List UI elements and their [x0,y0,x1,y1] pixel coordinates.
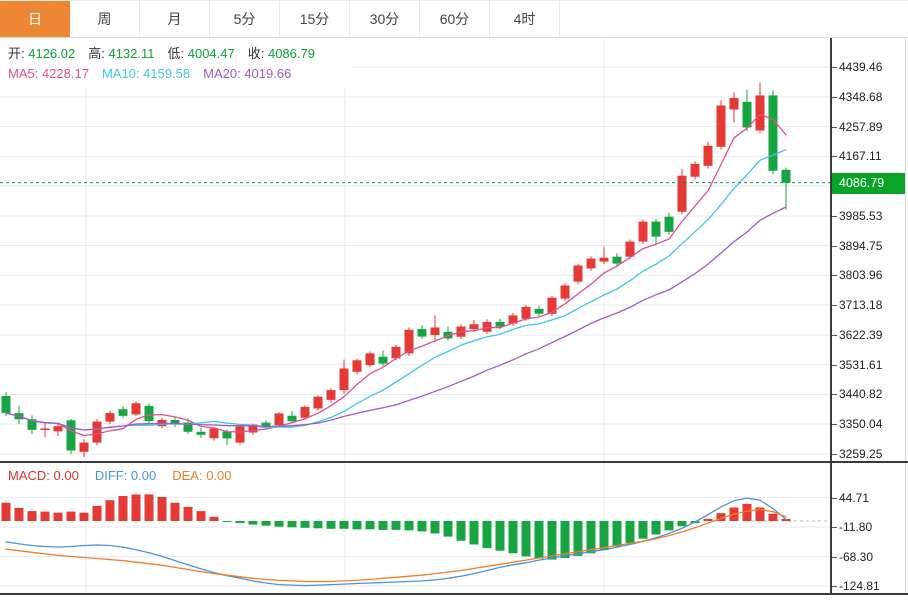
axis-tick-label: 3440.82 [839,387,883,401]
axis-tickmark [832,216,837,217]
legend-item: 高: 4132.11 [88,46,155,61]
axis-tickmark [832,394,837,395]
chart-legend: 开: 4126.02 高: 4132.11 低: 4004.47 收: 4086.79… [0,38,351,88]
axis-tickmark [832,365,837,366]
legend-item: 低: 4004.47 [167,46,235,61]
tab-period-5[interactable]: 30分 [350,1,420,37]
macd-legend-row: MACD: 0.00 DIFF: 0.00 DEA: 0.00 [8,468,232,484]
axis-tickmark [832,127,837,128]
axis-tick-label: -124.81 [839,579,880,593]
axis-tick-label: 3713.18 [839,298,883,312]
axis-tick-label: 3350.04 [839,417,883,431]
axis-tickmark [832,156,837,157]
axis-tick-label: 3259.25 [839,447,883,461]
macd-chart[interactable] [0,462,830,595]
tab-period-0[interactable]: 日 [0,1,70,37]
legend-item: 收: 4086.79 [247,46,315,61]
tab-period-3[interactable]: 5分 [210,1,280,37]
legend-item: 开: 4126.02 [8,46,76,61]
period-toolbar: 日周月 5分 15分 30分 60分 4时 [0,0,908,38]
axis-tick-label: 3531.61 [839,358,883,372]
axis-tick-label: 3894.75 [839,239,883,253]
right-edge-border [905,38,906,594]
axis-tick-label: 3803.96 [839,268,883,282]
axis-tickmark [832,67,837,68]
axis-tickmark [832,527,837,528]
tab-period-1[interactable]: 周 [70,1,140,37]
axis-tick-label: 4439.46 [839,60,883,74]
axis-tick-label: 4257.89 [839,120,883,134]
ma-legend-row: MA5: 4228.17 MA10: 4159.58 MA20: 4019.66 [8,65,315,82]
current-price-badge: 4086.79 [832,173,906,194]
axis-divider-line [830,38,832,595]
legend-item: MA20: 4019.66 [203,66,292,81]
axis-tickmark [832,335,837,336]
price-axis-column: 4086.79 4439.46 4348.68 4257.89 4167.11 3985… [830,38,908,595]
axis-tickmark [832,275,837,276]
legend-item: MACD: 0.00 [8,468,79,483]
ohlc-legend-row: 开: 4126.02 高: 4132.11 低: 4004.47 收: 4086.79 [8,45,315,62]
axis-tick-label: -11.80 [839,520,873,534]
chart-bottom-border [0,593,908,595]
legend-item: DIFF: 0.00 [94,468,157,483]
axis-tick-label: 4348.68 [839,90,883,104]
axis-tickmark [832,557,837,558]
main-price-chart[interactable] [0,38,830,462]
axis-tickmark [832,305,837,306]
axis-tickmark [832,424,837,425]
axis-tick-label: 4167.11 [839,149,882,163]
axis-tick-label: -68.30 [839,550,874,564]
tab-period-6[interactable]: 60分 [420,1,490,37]
panel-divider-line [0,461,908,463]
axis-tickmark [832,454,837,455]
axis-tickmark [832,498,837,499]
tab-period-4[interactable]: 15分 [280,1,350,37]
tab-period-7[interactable]: 4时 [490,1,560,37]
legend-item: MA5: 4228.17 [8,66,89,81]
legend-item: MA10: 4159.58 [101,66,191,81]
axis-tick-label: 44.71 [839,491,870,505]
axis-tickmark [832,246,837,247]
axis-tickmark [832,97,837,98]
axis-tickmark [832,586,837,587]
axis-tick-label: 3985.53 [839,209,883,223]
legend-item: DEA: 0.00 [172,468,232,483]
tab-period-2[interactable]: 月 [140,1,210,37]
axis-tick-label: 3622.39 [839,328,883,342]
